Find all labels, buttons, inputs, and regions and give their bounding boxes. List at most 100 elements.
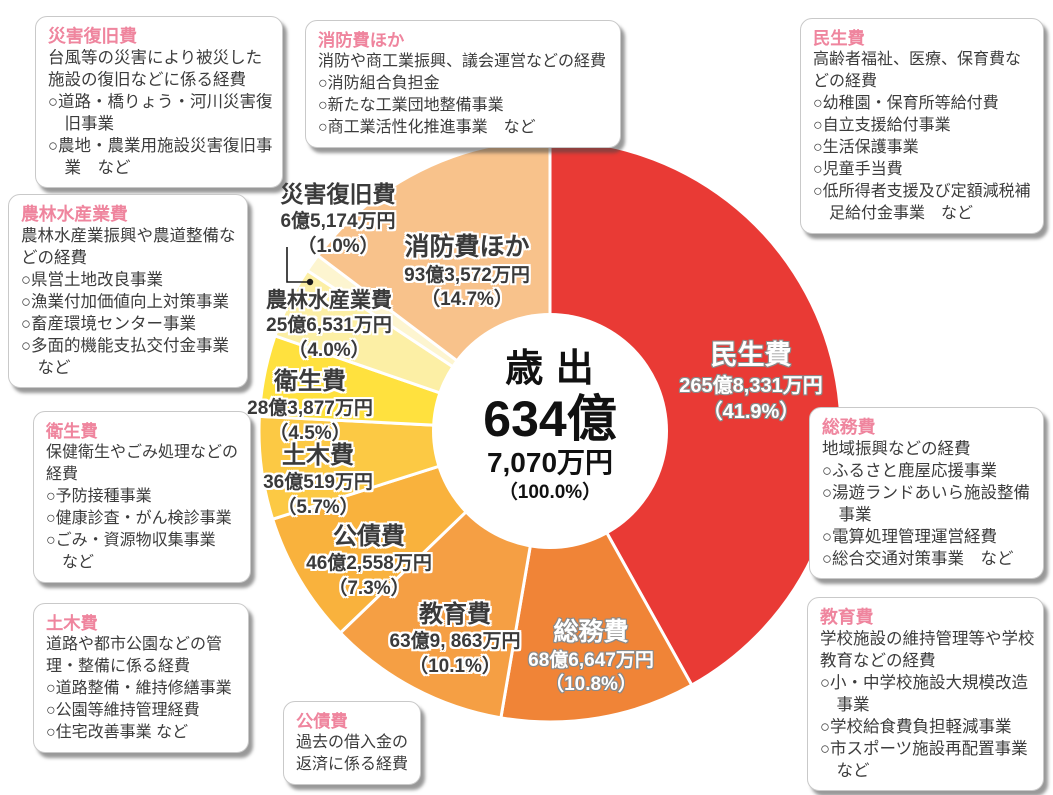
box-description: 地域振興などの経費 xyxy=(822,440,971,458)
slice-percent: （41.9%） xyxy=(702,401,800,424)
box-item: ○健康診査・がん検診事業 xyxy=(46,510,232,527)
slice-percent: （5.7%） xyxy=(277,496,359,518)
box-item: ○自立支援給付事業 xyxy=(813,117,951,134)
box-item: ○多面的機能支払交付金事業 など xyxy=(21,337,246,377)
slice-label-disaster-recovery: 災害復旧費 6億5,174万円 （1.0%） xyxy=(280,180,395,259)
box-description: 農林水産業振興や農道整備などの経費 xyxy=(21,227,236,267)
box-item: ○消防組合負担金 xyxy=(318,75,440,92)
slice-amount: 93億3,572万円 xyxy=(404,264,530,286)
slice-amount: 46億2,558万円 xyxy=(306,553,432,575)
slice-percent: （1.0%） xyxy=(297,235,379,257)
box-item: ○市スポーツ施設再配置事業 など xyxy=(820,740,1045,780)
slice-label-welfare: 民生費 265億8,331万円 （41.9%） xyxy=(679,338,822,425)
slice-percent: （4.5%） xyxy=(269,422,351,444)
slice-percent: （10.1%） xyxy=(409,655,501,677)
slice-label-general-affairs: 総務費 68億6,647万円 （10.8%） xyxy=(528,616,654,698)
slice-amount: 63億9, 863万円 xyxy=(389,631,521,653)
slice-name: 教育費 xyxy=(419,601,491,628)
slice-name: 総務費 xyxy=(553,618,629,646)
slice-percent: （10.8%） xyxy=(545,674,637,696)
box-item: ○商工業活性化推進事業 など xyxy=(318,119,536,136)
box-item: ○電算処理管理運営経費 xyxy=(822,528,997,546)
slice-percent: （14.7%） xyxy=(421,289,513,311)
slice-label-health: 衛生費 28億3,877万円 （4.5%） xyxy=(247,366,373,447)
slice-name: 農林水産業費 xyxy=(266,289,392,312)
box-heading: 災害復旧費 xyxy=(48,26,138,46)
box-item: ○児童手当費 xyxy=(813,161,903,178)
box-item: ○ふるさと鹿屋応援事業 xyxy=(822,462,997,480)
info-box-fire-and-others: 消防費ほか 消防や商工業振興、議会運営などの経費 ○消防組合負担金 ○新たな工業団… xyxy=(305,20,621,148)
box-item-list: ○県営土地改良事業 ○漁業付加価値向上対策事業 ○畜産環境センター事業 ○多面的機能支… xyxy=(21,269,246,379)
box-item: ○漁業付加価値向上対策事業 xyxy=(21,293,229,311)
box-item: ○小・中学校施設大規模改造事業 xyxy=(820,674,1028,714)
info-box-public-works: 土木費 道路や都市公園などの管理・整備に係る経費 ○道路整備・維持修繕事業 ○公園… xyxy=(33,603,249,753)
slice-name: 土木費 xyxy=(282,442,354,469)
total-amount-oku: 634億 xyxy=(483,390,617,447)
total-title: 歳 出 xyxy=(505,348,595,390)
box-item-list: ○道路・橋りょう・河川災害復旧事業 ○農地・農業用施設災害復旧事業 など xyxy=(48,91,274,179)
slice-amount: 6億5,174万円 xyxy=(280,210,396,232)
box-item-list: ○幼稚園・保育所等給付費 ○自立支援給付事業 ○生活保護事業 ○児童手当費 ○低所得者支… xyxy=(813,93,1035,225)
slice-label-public-works: 土木費 36億519万円 （5.7%） xyxy=(263,440,373,521)
box-item: ○湯遊ランドあいら施設整備事業 xyxy=(822,484,1030,524)
box-item: ○幼稚園・保育所等給付費 xyxy=(813,95,999,112)
box-item-list: ○消防組合負担金 ○新たな工業団地整備事業 ○商工業活性化推進事業 など xyxy=(318,73,612,139)
box-item-list: ○小・中学校施設大規模改造事業 ○学校給食費負担軽減事業 ○市スポーツ施設再配置事業… xyxy=(820,672,1045,782)
info-box-education: 教育費 学校施設の維持管理等や学校教育などの経費 ○小・中学校施設大規模改造事業… xyxy=(807,597,1044,791)
box-item: ○総合交通対策事業 など xyxy=(822,550,1014,568)
box-heading: 農林水産業費 xyxy=(21,204,128,224)
box-heading: 教育費 xyxy=(820,607,874,627)
box-heading: 衛生費 xyxy=(46,421,98,441)
slice-label-agriculture: 農林水産業費 25億6,531万円 （4.0%） xyxy=(266,287,392,364)
slice-amount: 68億6,647万円 xyxy=(528,649,654,671)
info-box-agriculture: 農林水産業費 農林水産業振興や農道整備などの経費 ○県営土地改良事業 ○漁業付加価… xyxy=(8,194,248,388)
box-description: 道路や都市公園などの管理・整備に係る経費 xyxy=(46,636,223,675)
slice-label-education: 教育費 63億9, 863万円 （10.1%） xyxy=(390,599,521,680)
box-item: ○予防接種事業 xyxy=(46,488,152,505)
slice-amount: 28億3,877万円 xyxy=(247,398,373,420)
slice-percent: （7.3%） xyxy=(328,577,410,599)
box-item: ○道路・橋りょう・河川災害復旧事業 xyxy=(48,93,273,133)
box-heading: 民生費 xyxy=(813,28,865,48)
box-description: 保健衛生やごみ処理などの経費 xyxy=(46,444,239,483)
box-item-list: ○ふるさと鹿屋応援事業 ○湯遊ランドあいら施設整備事業 ○電算処理管理運営経費 ○総合… xyxy=(822,460,1035,570)
box-item: ○ごみ・資源物収集事業 など xyxy=(46,532,232,571)
box-description: 消防や商工業振興、議会運営などの経費 xyxy=(318,53,607,70)
info-box-health: 衛生費 保健衛生やごみ処理などの経費 ○予防接種事業 ○健康診査・がん検診事業 ○ご… xyxy=(33,411,251,583)
box-heading: 土木費 xyxy=(46,613,98,633)
leader-dot-disaster-recovery xyxy=(306,278,314,286)
box-item: ○学校給食費負担軽減事業 xyxy=(820,718,1012,736)
box-item: ○公園等維持管理経費 xyxy=(46,702,200,719)
box-item: ○低所得者支援及び定額減税補足給付金事業 など xyxy=(813,183,1031,222)
box-item: ○農地・農業用施設災害復旧事業 など xyxy=(48,137,273,177)
box-item: ○県営土地改良事業 xyxy=(21,271,163,289)
total-percent: （100.0%） xyxy=(498,481,602,503)
slice-name: 衛生費 xyxy=(274,368,346,395)
slice-name: 民生費 xyxy=(710,340,792,370)
info-box-general-affairs: 総務費 地域振興などの経費 ○ふるさと鹿屋応援事業 ○湯遊ランドあいら施設整備事業… xyxy=(809,407,1044,579)
slice-amount: 36億519万円 xyxy=(263,472,373,494)
slice-name: 消防費ほか xyxy=(404,233,530,261)
box-description: 学校施設の維持管理等や学校教育などの経費 xyxy=(820,630,1035,670)
box-description: 台風等の災害により被災した施設の復旧などに係る経費 xyxy=(48,49,263,89)
slice-name: 公債費 xyxy=(333,523,405,550)
leader-line-disaster-recovery xyxy=(286,247,308,283)
box-heading: 総務費 xyxy=(822,417,876,437)
chart-center-total: 歳 出 634億 7,070万円 （100.0%） xyxy=(483,348,616,507)
info-box-debt-service: 公債費 過去の借入金の返済に係る経費 xyxy=(283,701,421,785)
box-item: ○道路整備・維持修繕事業 xyxy=(46,680,232,697)
box-description: 過去の借入金の返済に係る経費 xyxy=(296,734,409,773)
slice-amount: 265億8,331万円 xyxy=(679,375,823,398)
slice-label-fire-and-others: 消防費ほか 93億3,572万円 （14.7%） xyxy=(404,231,530,313)
total-amount-man: 7,070万円 xyxy=(486,446,614,478)
box-heading: 公債費 xyxy=(296,711,348,731)
pie-slice-welfare xyxy=(548,138,843,687)
box-item-list: ○道路整備・維持修繕事業 ○公園等維持管理経費 ○住宅改善事業 など xyxy=(46,678,240,744)
box-item: ○畜産環境センター事業 xyxy=(21,315,196,333)
box-item: ○新たな工業団地整備事業 xyxy=(318,97,504,114)
slice-amount: 25億6,531万円 xyxy=(266,315,392,337)
box-heading: 消防費ほか xyxy=(318,30,405,50)
box-description: 高齢者福祉、医療、保育費などの経費 xyxy=(813,51,1022,90)
slice-name: 災害復旧費 xyxy=(280,181,396,207)
